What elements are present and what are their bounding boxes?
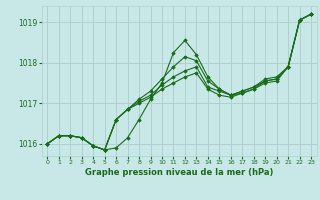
X-axis label: Graphe pression niveau de la mer (hPa): Graphe pression niveau de la mer (hPa) [85,168,273,177]
